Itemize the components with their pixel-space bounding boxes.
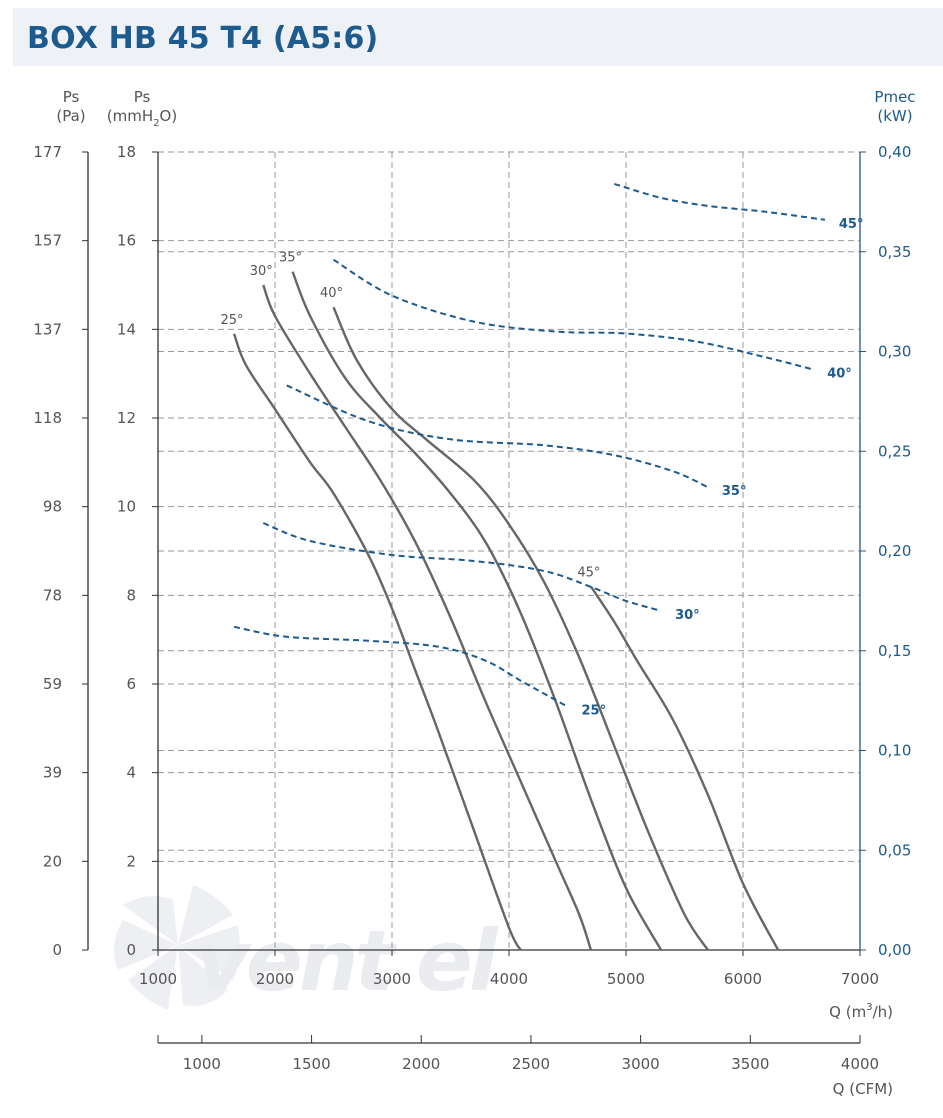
pressure-curve-40	[332, 306, 709, 951]
mm-tick-label: 0	[126, 941, 136, 959]
cfm-tick-label: 2500	[512, 1055, 550, 1073]
x-tick-label: 3000	[373, 970, 411, 988]
mm-tick-label: 6	[126, 675, 136, 693]
axis-labels: Ps(Pa)Ps(mmH2O)Pmec(kW)Q (m3/h)Q (CFM)	[56, 88, 915, 1098]
axes: 1771571371189878593920018161412108642010…	[33, 143, 911, 1073]
power-curve-label: 40°	[827, 366, 852, 381]
grid	[158, 151, 860, 950]
title-bar: BOX HB 45 T4 (A5:6)	[13, 8, 943, 66]
cfm-tick-label: 3000	[622, 1055, 660, 1073]
kw-tick-label: 0,35	[878, 243, 911, 261]
pa-tick-label: 118	[33, 409, 62, 427]
mm-tick-label: 4	[126, 764, 136, 782]
kw-tick-label: 0,20	[878, 542, 911, 560]
kw-axis-title: Pmec	[874, 88, 915, 106]
pa-tick-label: 20	[43, 852, 62, 870]
mm-tick-label: 10	[117, 498, 136, 516]
pa-tick-label: 0	[52, 941, 62, 959]
pressure-curve-label: 45°	[577, 565, 600, 580]
power-curve-30	[262, 522, 662, 612]
x-tick-label: 4000	[490, 970, 528, 988]
watermark-text: vent el	[195, 912, 499, 1010]
mm-axis-title: Ps	[134, 88, 151, 106]
mm-axis-unit: (mmH2O)	[107, 107, 177, 129]
kw-tick-label: 0,05	[878, 841, 911, 859]
power-curve-35	[286, 384, 709, 489]
cfm-tick-label: 1000	[183, 1055, 221, 1073]
pressure-curve-label: 25°	[221, 313, 244, 328]
pa-tick-label: 59	[43, 675, 62, 693]
pressure-curve-25	[232, 333, 522, 951]
pa-axis-title: Ps	[63, 88, 80, 106]
x-axis-title: Q (m3/h)	[829, 1002, 893, 1021]
power-curve-label: 35°	[722, 484, 747, 499]
kw-axis-unit: (kW)	[877, 107, 912, 125]
power-curve-25	[233, 625, 568, 708]
pa-tick-label: 177	[33, 143, 62, 161]
kw-tick-label: 0,00	[878, 941, 911, 959]
cfm-tick-label: 2000	[402, 1055, 440, 1073]
power-curve-40	[332, 258, 814, 371]
kw-tick-label: 0,10	[878, 742, 911, 760]
mm-tick-label: 14	[117, 320, 136, 338]
cfm-tick-label: 1500	[292, 1055, 330, 1073]
pa-tick-label: 137	[33, 320, 62, 338]
x-tick-label: 5000	[607, 970, 645, 988]
pressure-curve-35	[291, 271, 663, 951]
series: 25° 30° 35° 40° 45° 25° 30° 35° 40° 45°	[221, 182, 864, 951]
kw-tick-label: 0,40	[878, 143, 911, 161]
cfm-tick-label: 3500	[731, 1055, 769, 1073]
mm-tick-label: 16	[117, 232, 136, 250]
power-curve-label: 25°	[582, 704, 607, 719]
pa-tick-label: 98	[43, 498, 62, 516]
pressure-curve-label: 30°	[250, 264, 273, 279]
x-tick-label: 1000	[139, 970, 177, 988]
pressure-curve-label: 40°	[320, 286, 343, 301]
power-curve-label: 45°	[839, 217, 864, 232]
fan-icon	[114, 885, 240, 1010]
pressure-curve-45	[589, 585, 780, 951]
pa-tick-label: 78	[43, 586, 62, 604]
pressure-curve-30	[262, 284, 593, 951]
pa-tick-label: 157	[33, 232, 62, 250]
kw-tick-label: 0,30	[878, 343, 911, 361]
x-tick-label: 6000	[724, 970, 762, 988]
mm-tick-label: 12	[117, 409, 136, 427]
x-tick-label: 2000	[256, 970, 294, 988]
chart-title: BOX HB 45 T4 (A5:6)	[27, 21, 379, 56]
mm-tick-label: 2	[126, 852, 136, 870]
power-curve-45	[614, 182, 826, 221]
mm-tick-label: 8	[126, 586, 136, 604]
pressure-curve-label: 35°	[279, 251, 302, 266]
ventel-watermark: vent el	[114, 885, 503, 1010]
x-tick-label: 7000	[841, 970, 879, 988]
mm-tick-label: 18	[117, 143, 136, 161]
kw-tick-label: 0,25	[878, 442, 911, 460]
cfm-tick-label: 4000	[841, 1055, 879, 1073]
pa-axis-unit: (Pa)	[56, 107, 85, 125]
kw-tick-label: 0,15	[878, 642, 911, 660]
pa-tick-label: 39	[43, 764, 62, 782]
cfm-axis-title: Q (CFM)	[833, 1080, 893, 1098]
power-curve-label: 30°	[675, 608, 700, 623]
